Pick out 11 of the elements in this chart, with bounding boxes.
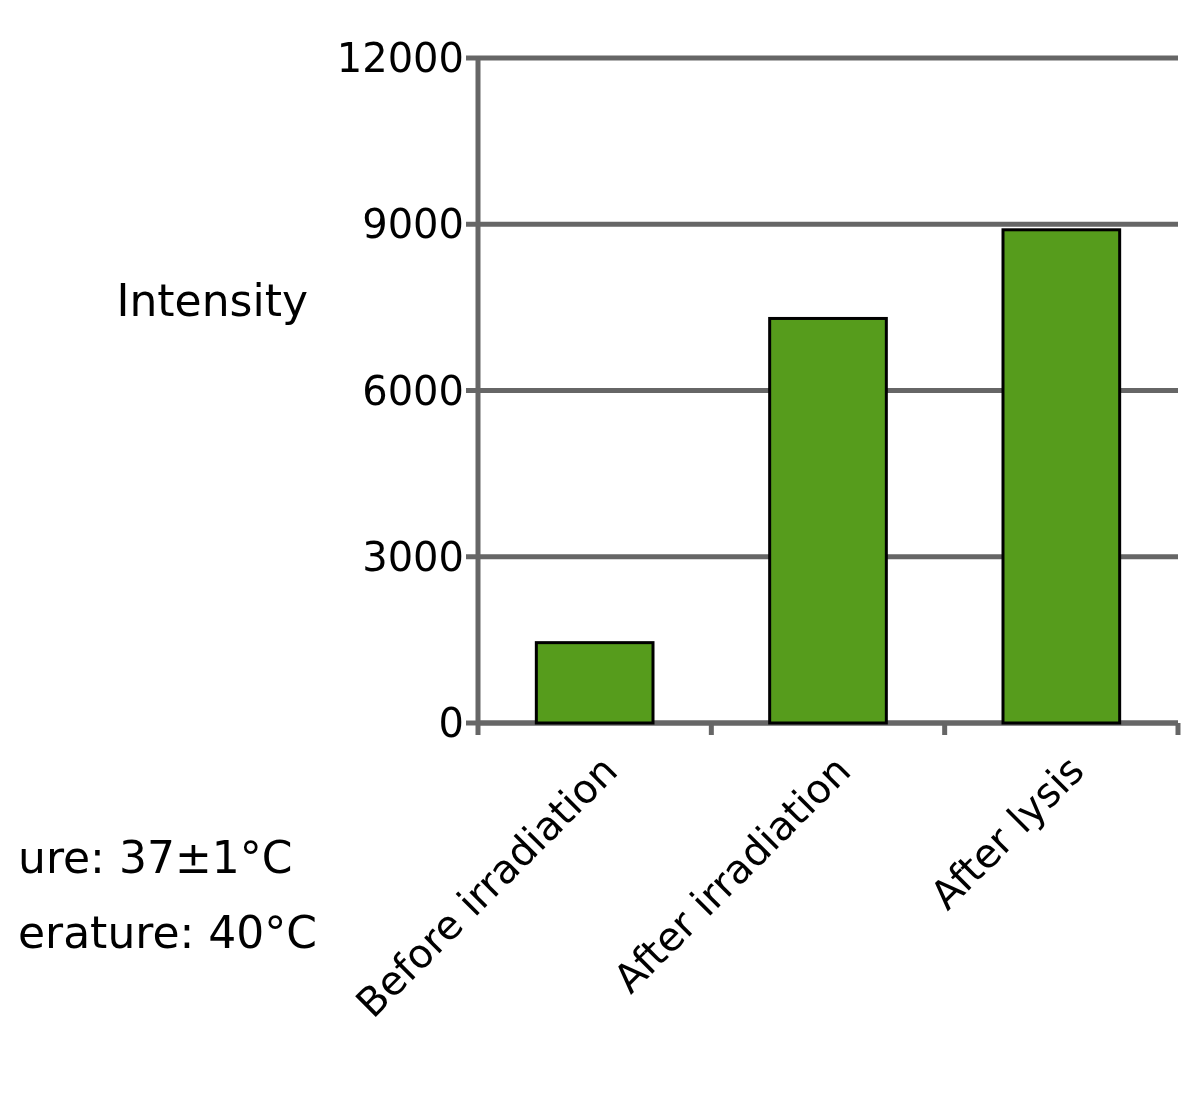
y-tick-label: 0 [438, 700, 464, 746]
y-axis-title: Intensity [116, 274, 308, 326]
y-tick-label: 9000 [362, 201, 464, 248]
bar [1001, 228, 1122, 725]
bar [768, 316, 888, 725]
text: erature: 40°C [18, 907, 317, 958]
text: ure: 37±1°C [18, 832, 293, 883]
y-tick-label: 12000 [336, 35, 464, 81]
bar [534, 641, 655, 725]
y-tick-label: 6000 [362, 367, 464, 414]
y-tick-label: 3000 [362, 533, 464, 580]
